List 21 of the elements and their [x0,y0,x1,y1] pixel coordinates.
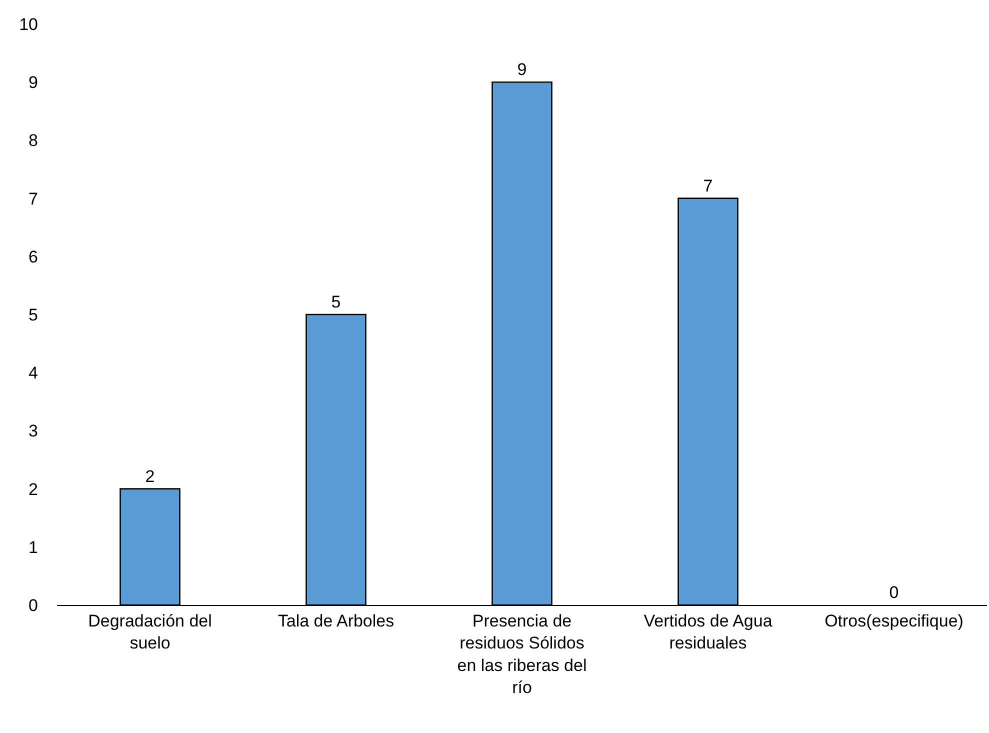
x-tick-label: Degradación del suelo [88,612,212,653]
data-label: 9 [517,60,527,80]
y-tick-label: 9 [28,73,38,92]
y-tick-label: 4 [28,364,38,383]
y-tick-label: 5 [28,305,38,324]
data-label: 0 [889,583,899,602]
y-tick-label: 3 [28,422,38,441]
data-label: 5 [331,292,341,312]
y-tick-label: 2 [28,480,38,499]
x-tick-label: Presencia de residuos Sólidos en las riberas del río [457,612,587,697]
x-tick-label: Tala de Arboles [278,612,394,631]
y-tick-label: 10 [19,14,38,34]
y-tick-label: 8 [28,131,38,150]
y-tick-label: 7 [28,189,38,208]
data-label: 7 [703,176,713,196]
y-tick-label: 1 [28,538,38,557]
data-label: 2 [145,466,155,486]
x-tick-label: Otros(especifique) [824,612,964,631]
y-tick-label: 6 [28,247,38,266]
y-tick-label: 0 [28,596,38,615]
x-tick-label: Vertidos de Agua residuales [644,612,773,653]
